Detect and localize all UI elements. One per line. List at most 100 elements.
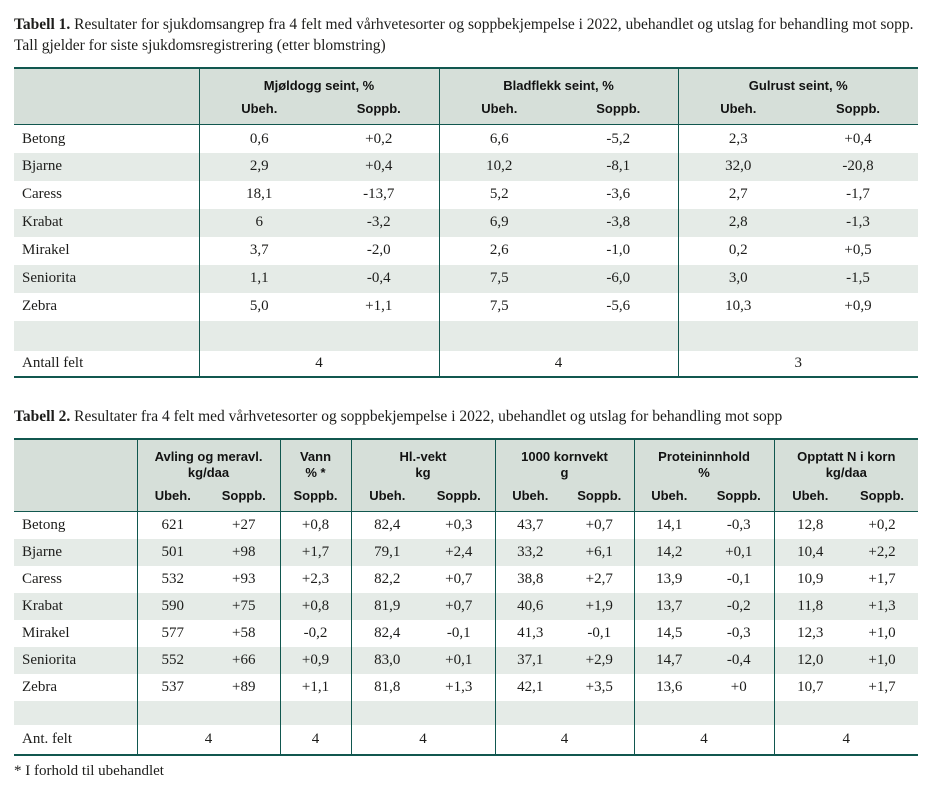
empty-cell [798, 320, 919, 351]
value-cell: -8,1 [559, 152, 679, 181]
value-cell: +0,7 [585, 517, 613, 534]
value-cell: -0,3 [726, 624, 751, 641]
corner-cell [14, 481, 137, 513]
value-cell: 6,9 [438, 208, 559, 237]
column-group-header: Gulrust seint, % [677, 68, 919, 95]
column-group-header: Hl.-vekt kg [350, 438, 496, 482]
footer-value: 3 [677, 350, 919, 377]
value-cell: 590 [136, 592, 208, 620]
row-label: Mirakel [22, 242, 70, 259]
value-cell: +1,7 [279, 538, 352, 566]
table-row: Caress 18,1 -13,7 5,2 -3,6 2,7 -1,7 [14, 180, 918, 209]
value-cell: -0,1 [726, 570, 751, 587]
empty-cell [494, 700, 566, 725]
value-cell: 42,1 [494, 673, 566, 701]
value-cell: +1,7 [868, 678, 896, 695]
sub-column-header: Soppb. [798, 94, 919, 126]
column-group-title: Proteininnhold [658, 448, 750, 464]
header-group-row: Mjøldogg seint, % Bladflekk seint, % Gulru… [14, 68, 919, 95]
column-group-title: Mjøldogg seint, % [263, 78, 375, 94]
value-cell: 11,8 [773, 592, 847, 620]
table-row: Seniorita 552 +66 +0,9 83,0 +0,1 37,1 +2,9 14,7-… [14, 646, 919, 674]
value-cell: 14,7 [633, 646, 705, 674]
empty-cell [319, 320, 439, 351]
value-cell: +1,3 [846, 592, 919, 620]
empty-cell [704, 700, 775, 725]
value-cell: 83,0 [350, 646, 424, 674]
value-cell: -0,4 [704, 646, 775, 674]
sub-column-header: Ubeh. [633, 481, 705, 513]
value-cell: 532 [136, 565, 208, 593]
value-cell: 37,1 [494, 646, 566, 674]
value-cell: 2,8 [677, 208, 799, 237]
empty-cell [846, 700, 919, 725]
value-cell: +1,0 [846, 646, 919, 674]
value-cell: +6,1 [565, 538, 635, 566]
value-cell: 1,1 [198, 264, 319, 293]
empty-cell [438, 320, 559, 351]
footer-row: Ant. felt 4 4 4 4 4 4 [14, 724, 919, 755]
value-cell: +1,1 [279, 673, 352, 701]
sub-column-header: Soppb. [704, 481, 775, 513]
footer-value: 4 [279, 724, 352, 755]
table-row: Caress 532 +93 +2,3 82,2 +0,7 38,8 +2,7 13,9 -0,1… [14, 565, 918, 593]
column-group-header: Avling og meravl. kg/daa [136, 438, 281, 482]
value-cell: 14,2 [633, 538, 705, 566]
sub-column-header: Soppb. [559, 94, 679, 126]
row-label: Seniorita [14, 646, 137, 674]
value-cell: 13,7 [633, 592, 705, 620]
table-row: Krabat 590 +75 +0,8 81,9 +0,7 40,6 +1,9 13,7 -0,2… [14, 592, 919, 620]
value-cell: 12,8 [773, 511, 847, 539]
value-cell: 10,7 [773, 673, 847, 701]
column-group-header: Mjøldogg seint, % [198, 68, 439, 95]
value-cell: +2,4 [423, 538, 496, 566]
value-cell: 6,6 [438, 124, 559, 153]
value-cell: 7,5 [438, 264, 559, 293]
row-label: Krabat [14, 208, 199, 237]
sub-column-header: Ubeh. [494, 481, 566, 513]
value-cell: +0,7 [445, 570, 473, 587]
value-cell: 537 [136, 673, 208, 701]
value-cell: -3,8 [559, 208, 679, 237]
value-cell: +1,3 [445, 678, 473, 695]
header-group-row: Avling og meravl. kg/daa Vann% * Hl.-vekt kg… [14, 438, 919, 482]
row-label: Seniorita [14, 264, 199, 293]
row-label: Caress [22, 186, 62, 203]
value-cell: -6,0 [559, 264, 679, 293]
sub-column-header: Ubeh. [136, 481, 208, 513]
value-cell: -0,1 [587, 624, 612, 641]
column-group-title: Hl.-vekt [399, 448, 447, 464]
value-cell: +0,9 [844, 298, 872, 315]
value-cell: +0,1 [704, 538, 775, 566]
column-group-header: Proteininnhold% [633, 438, 775, 482]
table2-title-label: Tabell 2. [14, 407, 71, 425]
value-cell: +0,3 [445, 517, 473, 534]
value-cell: 5,0 [198, 292, 319, 321]
empty-cell [136, 700, 208, 725]
table-row: Bjarne 501 +98 +1,7 79,1 +2,4 33,2 +6,1 14,2 +0,1… [14, 538, 919, 566]
value-cell: 10,4 [773, 538, 847, 566]
sub-column-header: Ubeh. [773, 481, 847, 513]
document-page: Tabell 1. Resultater for sjukdomsangrep … [14, 16, 919, 779]
value-cell: 10,3 [677, 292, 799, 321]
sub-column-header: Soppb. [208, 481, 281, 513]
empty-cell [14, 700, 137, 725]
value-cell: 82,4 [350, 619, 424, 647]
column-group-unit: % * [305, 465, 326, 481]
value-cell: -0,4 [319, 264, 439, 293]
value-cell: 40,6 [494, 592, 566, 620]
sub-column-header: Ubeh. [677, 94, 799, 126]
value-cell: +0,7 [423, 592, 496, 620]
table-row: Zebra 537 +89 +1,1 81,8 +1,3 42,1 +3,5 13,6 +0 10,… [14, 673, 918, 701]
corner-cell [14, 68, 199, 95]
value-cell: +58 [232, 624, 256, 641]
value-cell: +66 [208, 646, 281, 674]
value-cell: 5,2 [438, 180, 559, 209]
value-cell: 2,7 [677, 180, 799, 209]
value-cell: -5,6 [606, 298, 631, 315]
footer-value: 4 [633, 724, 775, 755]
table-row: Zebra 5,0 +1,1 7,5 -5,6 10,3 +0,9 [14, 292, 918, 321]
spacer-row [14, 320, 919, 351]
value-cell: 621 [136, 511, 208, 539]
empty-cell [279, 700, 352, 725]
